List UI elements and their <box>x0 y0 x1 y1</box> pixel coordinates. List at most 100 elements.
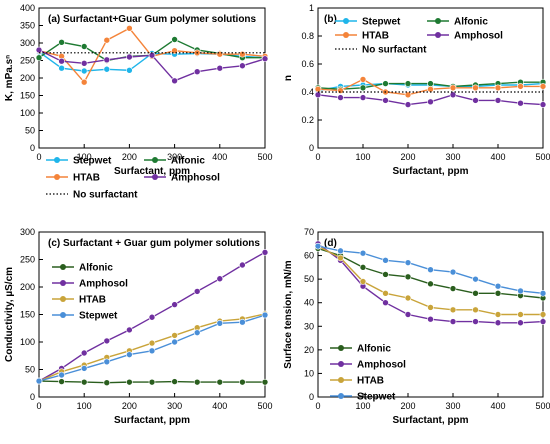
legend: Stepwet Alfonic HTAB Amphosol No surfactant <box>335 17 503 56</box>
data-point-stepwet <box>126 351 133 358</box>
data-point-stepwet <box>80 67 88 75</box>
data-point-htab <box>382 289 389 297</box>
data-point-alfonic <box>35 54 43 62</box>
data-point-alfonic <box>80 43 88 50</box>
data-point-htab <box>494 311 502 318</box>
x-tick-label: 200 <box>400 152 415 162</box>
y-tick-label: 0.4 <box>301 87 314 97</box>
data-point-amphosol <box>171 301 178 308</box>
data-point-amphosol <box>80 349 88 357</box>
data-point-amphosol <box>449 91 457 99</box>
data-point-amphosol <box>216 275 224 283</box>
data-point-alfonic <box>404 273 412 281</box>
panel-title: (b) <box>324 14 337 25</box>
data-point-stepwet <box>337 247 344 255</box>
legend-label-alfonic: Alfonic <box>79 263 113 274</box>
panel-title: (c) Surfactant + Guar gum polymer soluti… <box>48 238 260 249</box>
legend-marker-amphosol <box>60 280 66 286</box>
legend: Stepwet Alfonic HTAB Amphosol No surfactant <box>46 156 220 201</box>
data-point-stepwet <box>359 249 367 257</box>
data-point-stepwet <box>404 259 412 266</box>
x-tick-label: 0 <box>315 152 320 162</box>
data-point-amphosol <box>103 337 111 345</box>
legend-label-alfonic: Alfonic <box>171 156 205 167</box>
y-tick-label: 50 <box>25 126 35 136</box>
legend-marker-amphosol <box>152 174 158 180</box>
data-point-alfonic <box>359 264 367 271</box>
data-point-htab <box>472 306 479 314</box>
data-point-alfonic <box>404 80 412 87</box>
y-tick-label: 10 <box>304 368 314 378</box>
data-point-stepwet <box>103 65 111 73</box>
data-point-htab <box>148 339 156 347</box>
data-point-amphosol <box>148 313 156 321</box>
legend-marker-stepwet <box>338 393 344 399</box>
x-tick-label: 200 <box>400 401 415 411</box>
data-point-amphosol <box>58 57 65 65</box>
y-tick-label: 0 <box>30 392 35 402</box>
x-tick-label: 300 <box>167 401 182 411</box>
data-point-alfonic <box>261 378 269 386</box>
x-tick-label: 400 <box>212 152 227 162</box>
legend-marker-amphosol <box>338 361 344 367</box>
data-point-htab <box>449 306 457 314</box>
y-tick-label: 60 <box>304 251 314 261</box>
x-tick-label: 500 <box>257 152 272 162</box>
chart-panel-1: 0 100 200 300 400 500 0 50 100 150 200 250 300 350 400… <box>4 3 273 201</box>
data-point-stepwet <box>494 282 502 290</box>
x-tick-label: 300 <box>445 401 460 411</box>
data-point-amphosol <box>449 318 457 325</box>
data-point-htab <box>103 36 111 44</box>
data-point-amphosol <box>494 319 502 327</box>
data-point-stepwet <box>239 318 246 326</box>
data-point-alfonic <box>382 271 389 278</box>
data-point-htab <box>337 254 344 262</box>
x-tick-label: 500 <box>535 152 550 162</box>
data-point-alfonic <box>193 378 201 386</box>
y-axis-label: Surface tension, mN/m <box>283 260 294 368</box>
y-tick-label: 400 <box>20 3 35 13</box>
y-tick-label: 200 <box>20 73 35 83</box>
data-point-stepwet <box>427 266 434 274</box>
data-point-htab <box>539 311 547 318</box>
x-tick-label: 300 <box>445 152 460 162</box>
data-point-amphosol <box>171 77 178 85</box>
data-point-amphosol <box>261 55 269 63</box>
x-tick-label: 0 <box>315 401 320 411</box>
data-point-htab <box>80 78 88 86</box>
data-point-htab <box>449 84 457 92</box>
data-point-alfonic <box>103 379 111 387</box>
data-point-htab <box>539 83 547 90</box>
data-point-stepwet <box>193 329 201 336</box>
chart-panel-4: 0 100 200 300 400 500 0 10 20 30 40 50 60 70 Surfactan… <box>283 227 550 426</box>
legend-label-stepwet: Stepwet <box>79 311 118 322</box>
x-tick-label: 100 <box>355 401 370 411</box>
y-tick-label: 250 <box>20 255 35 265</box>
data-point-htab <box>314 85 322 93</box>
legend-marker-htab <box>338 377 344 383</box>
data-point-stepwet <box>80 365 88 372</box>
legend-label-no-surfactant: No surfactant <box>73 190 138 201</box>
legend-label-no-surfactant: No surfactant <box>362 45 427 56</box>
data-point-amphosol <box>337 94 344 101</box>
y-tick-label: 150 <box>20 91 35 101</box>
legend-label-amphosol: Amphosol <box>79 279 128 290</box>
data-point-amphosol <box>126 53 133 61</box>
data-point-htab <box>517 311 524 318</box>
data-point-amphosol <box>35 46 43 54</box>
panel-title: (d) <box>324 238 337 249</box>
data-point-alfonic <box>58 378 65 385</box>
y-tick-label: 300 <box>20 227 35 237</box>
data-point-alfonic <box>494 289 502 297</box>
x-tick-label: 400 <box>212 401 227 411</box>
plot-frame <box>317 7 544 149</box>
data-point-amphosol <box>382 299 389 307</box>
data-point-stepwet <box>261 311 269 319</box>
legend-marker-stepwet <box>54 157 60 163</box>
y-tick-label: 0 <box>309 392 314 402</box>
y-tick-label: 100 <box>20 337 35 347</box>
x-tick-label: 400 <box>490 152 505 162</box>
data-point-alfonic <box>472 289 479 297</box>
x-axis-label: Surfactant, ppm <box>392 166 468 177</box>
